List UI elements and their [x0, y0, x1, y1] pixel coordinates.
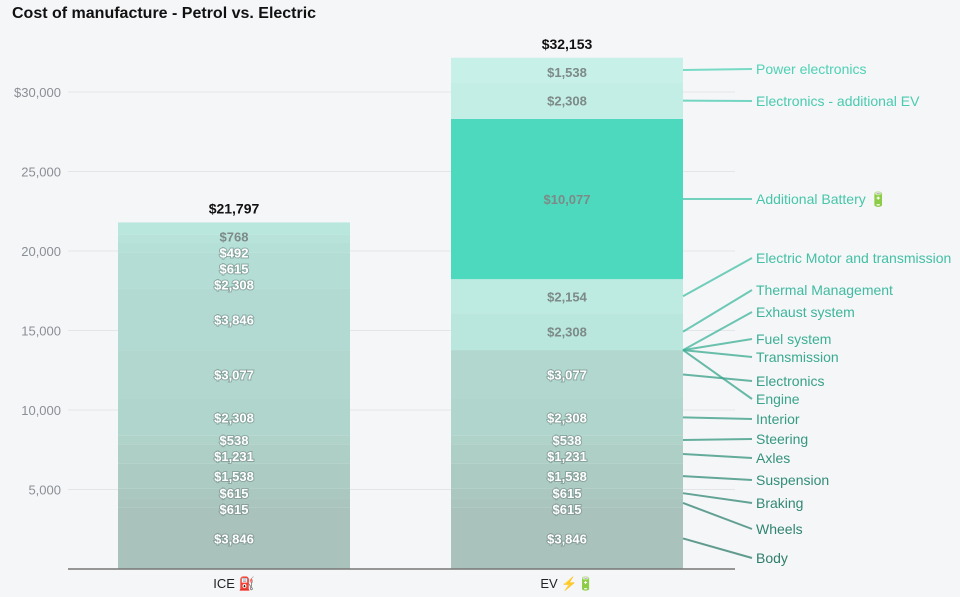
leader-line	[682, 349, 753, 358]
data-label: $1,538	[214, 469, 254, 484]
x-tick-label: EV ⚡🔋	[540, 576, 593, 592]
bar-segment	[118, 444, 350, 464]
data-label: $2,308	[547, 410, 587, 425]
data-label: $538	[553, 433, 582, 448]
x-tick-label: ICE ⛽	[213, 576, 254, 591]
series-label: Engine	[756, 391, 800, 407]
series-label: Body	[756, 550, 788, 566]
data-label: $538	[220, 433, 249, 448]
data-label: $1,231	[214, 449, 254, 464]
y-tick-label: 15,000	[21, 324, 61, 339]
bar-segment	[451, 507, 683, 569]
series-label: Fuel system	[756, 331, 831, 347]
data-label: $2,308	[214, 410, 254, 425]
bar-segment	[118, 288, 350, 351]
data-label: $1,538	[547, 65, 587, 80]
leader-line	[682, 492, 753, 504]
leader-line	[682, 438, 753, 441]
data-label: $615	[553, 502, 582, 517]
series-label: Electric Motor and transmission	[756, 250, 951, 266]
y-tick-label: 20,000	[21, 244, 61, 259]
leader-line	[682, 289, 753, 333]
data-label: $615	[553, 486, 582, 501]
series-label: Wheels	[756, 521, 803, 537]
data-label: $615	[220, 486, 249, 501]
data-label: $2,308	[547, 325, 587, 340]
series-label: Thermal Management	[756, 282, 893, 298]
bar-segment	[451, 488, 683, 499]
data-label: $3,846	[214, 313, 254, 328]
series-label: Axles	[756, 450, 790, 466]
leader-line	[682, 537, 753, 559]
bar-segment	[451, 57, 683, 83]
data-label: $615	[220, 502, 249, 517]
y-tick-label: 10,000	[21, 403, 61, 418]
series-label: Steering	[756, 431, 808, 447]
bar-segment	[118, 234, 350, 243]
data-label: $1,231	[547, 449, 587, 464]
bar-segment	[118, 222, 350, 235]
series-label: Transmission	[756, 349, 839, 365]
leader-line	[682, 349, 753, 400]
data-label: $3,846	[547, 531, 587, 546]
data-label: $3,077	[214, 368, 254, 383]
data-label: $3,077	[547, 368, 587, 383]
bar-total-label: $32,153	[542, 36, 593, 52]
bar-segment	[451, 313, 683, 351]
bar-segment	[451, 118, 683, 280]
data-label: $3,846	[214, 531, 254, 546]
bar-segment	[118, 498, 350, 508]
bar-segment	[451, 399, 683, 436]
leader-line	[682, 502, 753, 530]
data-label: $768	[220, 229, 249, 244]
leader-line	[682, 453, 753, 459]
series-label: Suspension	[756, 472, 829, 488]
y-tick-label: 25,000	[21, 165, 61, 180]
data-label: $10,077	[544, 192, 591, 207]
series-label: Power electronics	[756, 61, 867, 77]
leader-line	[682, 257, 753, 298]
series-label: Interior	[756, 411, 800, 427]
bar-segment	[118, 350, 350, 400]
leader-line	[682, 68, 753, 71]
bar-total-label: $21,797	[209, 200, 260, 216]
bar-segment	[451, 350, 683, 400]
bar-segment	[118, 435, 350, 445]
bar-segment	[118, 252, 350, 289]
data-label: $2,308	[547, 94, 587, 109]
bar-segment	[118, 507, 350, 569]
bar-segment	[451, 498, 683, 508]
series-label: Additional Battery 🔋	[756, 191, 887, 208]
data-label: $1,538	[547, 469, 587, 484]
bar-segment	[118, 463, 350, 489]
series-label: Electronics - additional EV	[756, 93, 920, 109]
chart-title: Cost of manufacture - Petrol vs. Electri…	[12, 5, 317, 22]
leader-line	[682, 416, 753, 420]
series-label: Braking	[756, 495, 803, 511]
leader-line	[682, 373, 753, 382]
leader-line	[682, 338, 753, 352]
y-tick-label: $30,000	[14, 85, 61, 100]
data-label: $2,154	[547, 289, 588, 304]
bar-segment	[118, 242, 350, 253]
leader-line	[682, 311, 753, 351]
bar-segment	[451, 444, 683, 464]
y-tick-label: 5,000	[28, 483, 61, 498]
data-label: $2,308	[214, 277, 254, 292]
series-label: Electronics	[756, 373, 824, 389]
leader-line	[682, 475, 753, 481]
bar-segment	[118, 399, 350, 436]
data-label: $615	[220, 261, 249, 276]
bar-segment	[451, 463, 683, 489]
bar-segment	[118, 488, 350, 499]
bar-segment	[451, 82, 683, 119]
series-label: Exhaust system	[756, 304, 855, 320]
data-label: $492	[220, 245, 249, 260]
bar-segment	[451, 279, 683, 314]
bar-segment	[451, 435, 683, 445]
